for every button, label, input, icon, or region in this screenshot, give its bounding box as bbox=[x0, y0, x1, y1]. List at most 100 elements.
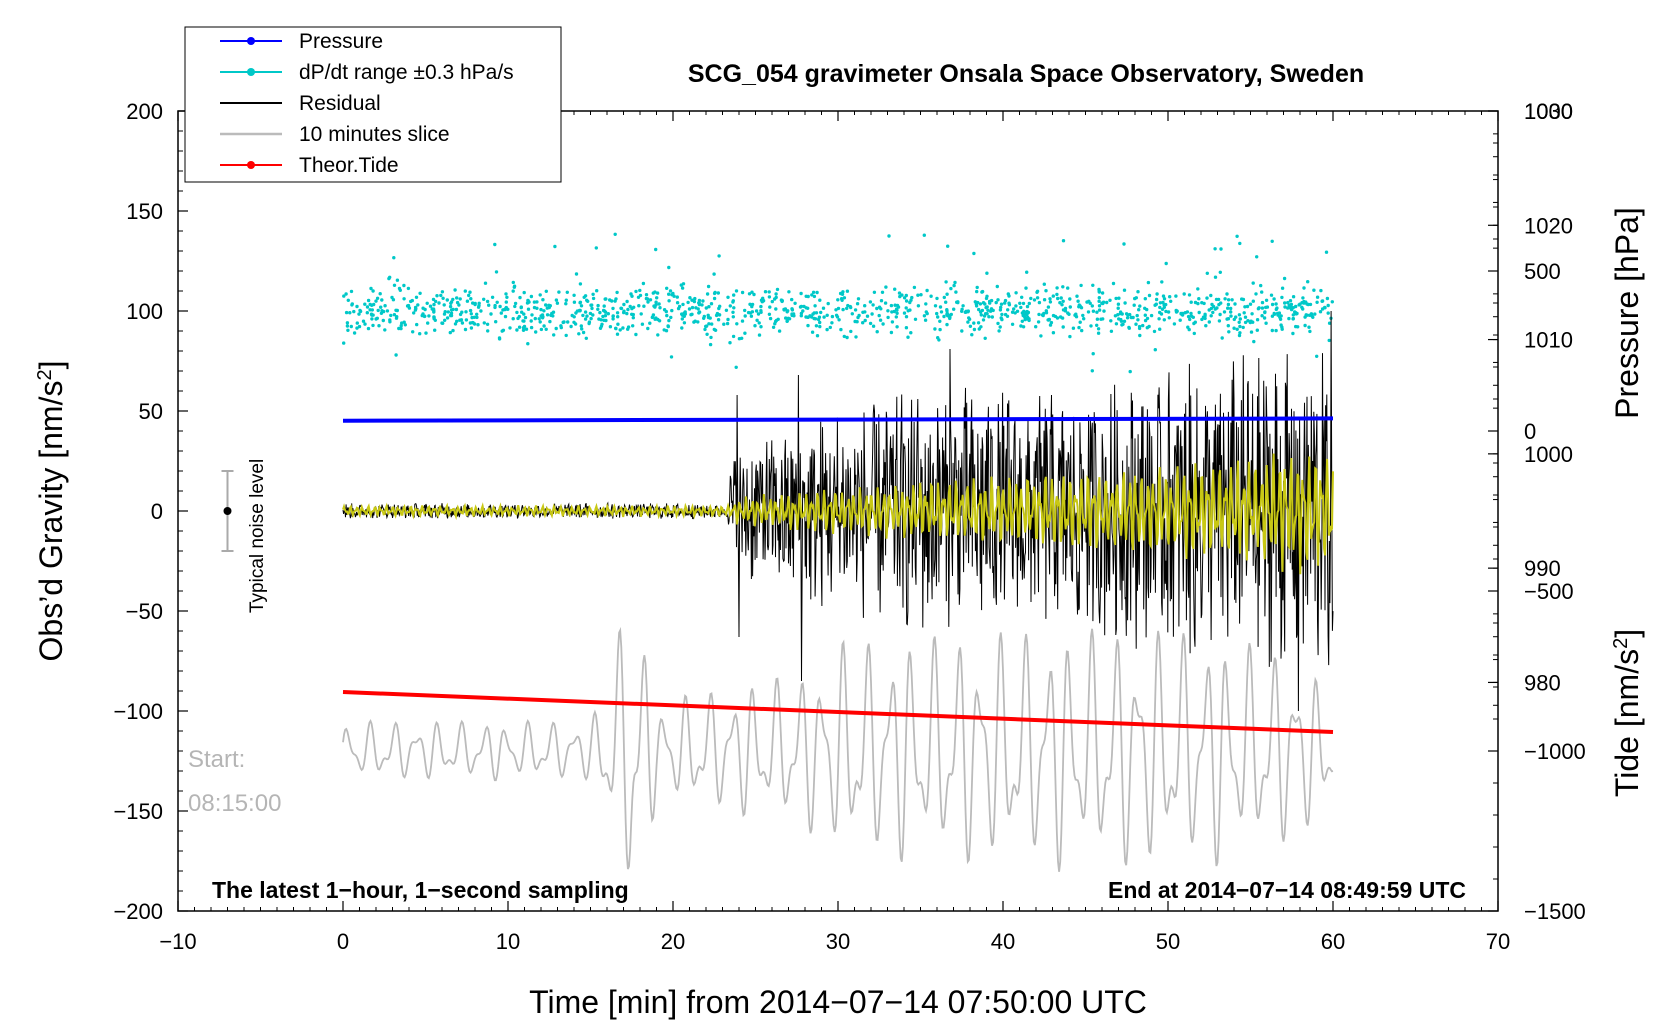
dpdt-point bbox=[342, 294, 346, 298]
dpdt-point bbox=[750, 304, 754, 309]
dpdt-point bbox=[654, 247, 658, 252]
dpdt-point bbox=[358, 308, 362, 313]
dpdt-point bbox=[1157, 317, 1161, 321]
dpdt-point bbox=[939, 310, 944, 314]
dpdt-point bbox=[1218, 270, 1223, 274]
dpdt-point bbox=[818, 320, 822, 325]
dpdt-point bbox=[591, 296, 596, 301]
dpdt-point bbox=[1020, 319, 1024, 323]
tide-tick-label: 500 bbox=[1524, 259, 1561, 284]
dpdt-point bbox=[1230, 298, 1234, 302]
dpdt-point bbox=[1248, 302, 1253, 306]
dpdt-point bbox=[446, 310, 450, 314]
dpdt-point bbox=[564, 302, 568, 306]
dpdt-point bbox=[776, 317, 780, 321]
dpdt-point bbox=[648, 321, 652, 325]
dpdt-point bbox=[988, 309, 993, 313]
dpdt-point bbox=[822, 315, 826, 319]
dpdt-point bbox=[1327, 321, 1332, 325]
dpdt-point bbox=[1066, 286, 1070, 290]
dpdt-point bbox=[849, 305, 853, 310]
dpdt-point bbox=[812, 311, 816, 315]
dpdt-point bbox=[669, 355, 674, 359]
dpdt-point bbox=[493, 242, 497, 247]
dpdt-point bbox=[489, 312, 493, 316]
dpdt-point bbox=[924, 302, 928, 306]
dpdt-point bbox=[584, 336, 588, 340]
dpdt-point bbox=[865, 314, 870, 318]
dpdt-point bbox=[811, 290, 816, 294]
dpdt-point bbox=[591, 292, 595, 296]
dpdt-point bbox=[477, 301, 481, 305]
dpdt-point bbox=[1120, 323, 1124, 327]
dpdt-point bbox=[451, 328, 455, 333]
dpdt-point bbox=[855, 302, 860, 306]
dpdt-point bbox=[1249, 319, 1253, 323]
dpdt-point bbox=[672, 294, 676, 298]
dpdt-point bbox=[670, 308, 674, 313]
dpdt-point bbox=[1162, 305, 1167, 309]
dpdt-point bbox=[521, 328, 526, 332]
dpdt-point bbox=[458, 297, 462, 301]
dpdt-point bbox=[1260, 306, 1265, 310]
dpdt-point bbox=[886, 315, 890, 320]
dpdt-point bbox=[861, 321, 865, 325]
dpdt-point bbox=[841, 307, 845, 312]
dpdt-point bbox=[587, 320, 592, 324]
dpdt-point bbox=[385, 309, 390, 313]
dpdt-point bbox=[689, 313, 693, 317]
dpdt-point bbox=[910, 295, 914, 300]
dpdt-point bbox=[704, 324, 708, 329]
dpdt-point bbox=[380, 298, 384, 302]
dpdt-point bbox=[411, 330, 415, 334]
dpdt-point bbox=[548, 319, 552, 324]
legend-marker bbox=[247, 68, 255, 76]
dpdt-point bbox=[682, 311, 686, 315]
dpdt-point bbox=[830, 314, 835, 319]
dpdt-point bbox=[708, 316, 712, 320]
dpdt-point bbox=[740, 290, 745, 295]
y-axis-label-end: ] bbox=[33, 361, 69, 370]
tide-line bbox=[342, 690, 1334, 734]
dpdt-point bbox=[983, 302, 987, 306]
dpdt-point bbox=[1187, 327, 1191, 332]
dpdt-point bbox=[638, 288, 642, 293]
dpdt-point bbox=[753, 324, 757, 328]
dpdt-point bbox=[421, 312, 425, 316]
dpdt-point bbox=[785, 319, 789, 323]
dpdt-point bbox=[526, 307, 531, 311]
dpdt-point bbox=[479, 309, 483, 313]
dpdt-point bbox=[1000, 312, 1004, 317]
dpdt-point bbox=[569, 324, 573, 329]
dpdt-point bbox=[810, 330, 815, 334]
dpdt-point bbox=[542, 324, 546, 328]
dpdt-point bbox=[482, 321, 486, 325]
dpdt-point bbox=[774, 292, 778, 296]
dpdt-point bbox=[680, 326, 684, 330]
dpdt-point bbox=[1138, 304, 1142, 308]
lowpass-series bbox=[342, 453, 1334, 575]
dpdt-point bbox=[933, 304, 938, 308]
dpdt-point bbox=[735, 322, 739, 326]
dpdt-point bbox=[985, 271, 989, 275]
dpdt-point bbox=[924, 310, 928, 314]
dpdt-point bbox=[1187, 293, 1192, 297]
dpdt-point bbox=[495, 300, 499, 304]
dpdt-point bbox=[383, 328, 387, 332]
dpdt-point bbox=[868, 321, 873, 326]
dpdt-point bbox=[994, 300, 998, 305]
y-tick-label: −150 bbox=[113, 799, 163, 824]
dpdt-point bbox=[716, 291, 720, 295]
dpdt-point bbox=[539, 307, 543, 312]
dpdt-point bbox=[1159, 312, 1164, 316]
dpdt-point bbox=[485, 322, 490, 326]
dpdt-point bbox=[1068, 334, 1072, 339]
dpdt-point bbox=[1225, 292, 1229, 296]
dpdt-point bbox=[1077, 325, 1081, 330]
dpdt-point bbox=[771, 325, 776, 329]
dpdt-point bbox=[608, 325, 613, 329]
dpdt-point bbox=[504, 305, 508, 310]
dpdt-point bbox=[1096, 327, 1101, 331]
dpdt-point bbox=[981, 318, 986, 322]
dpdt-point bbox=[1226, 317, 1231, 321]
